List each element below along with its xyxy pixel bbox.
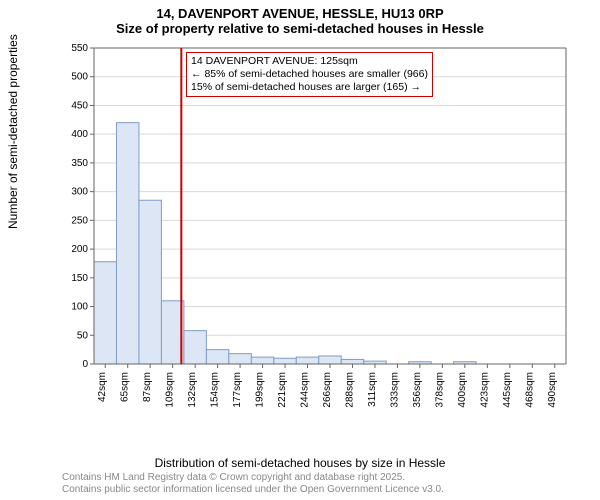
x-tick-label: 132sqm (187, 372, 198, 408)
x-tick-label: 266sqm (322, 372, 333, 408)
x-tick-label: 109sqm (165, 372, 176, 408)
footer-line2: Contains public sector information licen… (62, 484, 444, 496)
chart-area: 0 50 100 150 200 250 300 350 400 450 500 550 42sqm 65… (62, 44, 572, 414)
title-subtitle: Size of property relative to semi-detach… (0, 21, 600, 36)
x-tick-label: 244sqm (300, 372, 311, 408)
svg-text:400: 400 (71, 129, 88, 140)
svg-text:250: 250 (71, 215, 88, 226)
footer-line1: Contains HM Land Registry data © Crown c… (62, 472, 444, 484)
footer-attribution: Contains HM Land Registry data © Crown c… (62, 472, 444, 496)
property-annotation: 14 DAVENPORT AVENUE: 125sqm← 85% of semi… (186, 52, 433, 97)
chart-container: 14, DAVENPORT AVENUE, HESSLE, HU13 0RP S… (0, 0, 600, 500)
svg-text:500: 500 (71, 72, 88, 83)
svg-text:550: 550 (71, 44, 88, 54)
svg-text:450: 450 (71, 100, 88, 111)
x-tick-label: 445sqm (502, 372, 513, 408)
svg-text:150: 150 (71, 273, 88, 284)
title-block: 14, DAVENPORT AVENUE, HESSLE, HU13 0RP S… (0, 0, 600, 36)
x-tick-label: 288sqm (344, 372, 355, 408)
x-tick-label: 490sqm (547, 372, 558, 408)
x-tick-label: 154sqm (210, 372, 221, 408)
x-tick-label: 333sqm (389, 372, 400, 408)
x-tick-label: 311sqm (367, 372, 378, 407)
svg-text:50: 50 (77, 330, 89, 341)
annotation-line: 14 DAVENPORT AVENUE: 125sqm (191, 55, 428, 68)
x-tick-label: 378sqm (434, 372, 445, 408)
annotation-line: ← 85% of semi-detached houses are smalle… (191, 68, 428, 81)
x-tick-label: 221sqm (277, 372, 288, 408)
title-address: 14, DAVENPORT AVENUE, HESSLE, HU13 0RP (0, 6, 600, 21)
x-axis-label: Distribution of semi-detached houses by … (0, 456, 600, 470)
y-axis-label: Number of semi-detached properties (6, 34, 20, 229)
x-tick-label: 42sqm (97, 372, 108, 402)
x-tick-label: 423sqm (479, 372, 490, 408)
svg-text:200: 200 (71, 244, 88, 255)
svg-text:0: 0 (82, 359, 88, 370)
histogram-plot: 0 50 100 150 200 250 300 350 400 450 500 550 42sqm 65… (62, 44, 572, 414)
svg-text:300: 300 (71, 187, 88, 198)
annotation-line: 15% of semi-detached houses are larger (… (191, 81, 428, 94)
svg-text:350: 350 (71, 158, 88, 169)
x-tick-label: 199sqm (255, 372, 266, 408)
x-tick-label: 400sqm (457, 372, 468, 408)
x-tick-label: 468sqm (524, 372, 535, 408)
svg-text:100: 100 (71, 302, 88, 313)
x-tick-label: 65sqm (120, 372, 131, 402)
x-tick-label: 87sqm (142, 372, 153, 402)
x-tick-label: 356sqm (412, 372, 423, 408)
x-tick-label: 177sqm (232, 372, 243, 408)
